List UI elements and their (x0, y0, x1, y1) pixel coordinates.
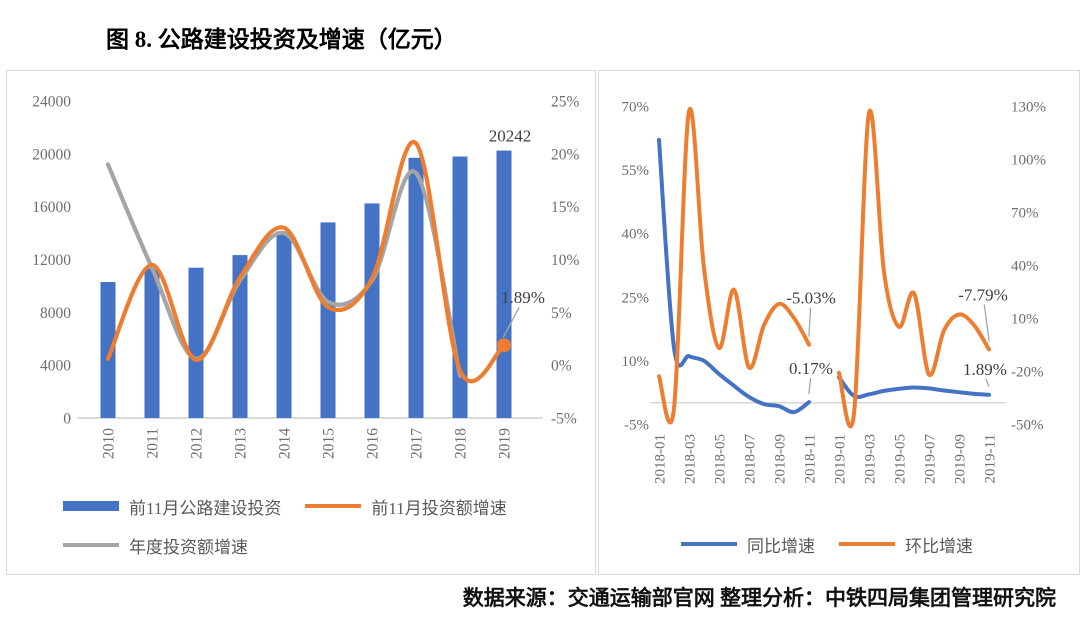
x-axis-tick: 2018 (453, 428, 470, 459)
y-axis-tick-left: 40% (622, 227, 650, 243)
annotation-leader (808, 378, 812, 395)
y-axis-tick-right: -50% (1011, 418, 1044, 434)
x-axis-tick: 2011 (145, 428, 162, 458)
x-axis-tick: 2012 (189, 428, 206, 459)
x-axis-tick: 2014 (277, 428, 294, 459)
y-axis-tick-left: 20000 (32, 146, 71, 163)
line-series (105, 139, 507, 384)
bar (100, 282, 116, 418)
y-axis-tick-left: 10% (622, 354, 650, 370)
legend-swatch-line (305, 504, 362, 508)
line-series (657, 106, 811, 425)
annotation-label: -7.79% (958, 285, 1008, 304)
bar (320, 222, 336, 418)
y-axis-tick-right: 0% (551, 358, 572, 375)
series-end-marker (497, 338, 511, 353)
legend-label: 同比增速 (747, 536, 815, 556)
y-axis-tick-right: 5% (551, 305, 572, 322)
y-axis-tick-right: 40% (1011, 259, 1039, 275)
line-series (657, 137, 811, 415)
bar (364, 203, 380, 418)
y-axis-tick-right: 70% (1011, 206, 1039, 222)
source-note: 数据来源：交通运输部官网 整理分析：中铁四局集团管理研究院 (462, 586, 1056, 610)
y-axis-tick-left: 0 (63, 411, 71, 428)
legend-swatch-line (63, 543, 119, 547)
x-axis-tick: 2010 (101, 428, 118, 459)
y-axis-tick-right: 25% (551, 94, 580, 111)
x-axis-tick: 2017 (409, 428, 426, 459)
y-axis-tick-right: 10% (1011, 312, 1039, 328)
y-axis-tick-right: 100% (1011, 153, 1046, 169)
annotation-label: -5.03% (786, 289, 836, 308)
bar (408, 157, 424, 419)
annotation-label: 20242 (489, 127, 532, 146)
right-chart-panel: 70% 55% 40% 25% 10% -5% 130% 100% 70% 40% 10% -20% -… (598, 70, 1080, 575)
legend-label: 前11月投资额增速 (371, 498, 507, 518)
x-axis-tick: 2016 (365, 428, 382, 459)
legend-row: 同比增速 环比增速 (681, 533, 997, 556)
y-axis-tick-left: 4000 (40, 358, 71, 375)
bar (144, 268, 160, 418)
y-axis-tick-left: 55% (622, 163, 650, 179)
line-series (105, 162, 463, 378)
x-axis-tick: 2018-05 (713, 434, 729, 484)
annotation-leader (983, 304, 990, 342)
y-axis-tick-left: 70% (622, 100, 650, 116)
legend-row: 年度投资额增速 (63, 534, 531, 557)
x-axis-tick: 2019-03 (863, 434, 879, 484)
x-axis-tick: 2013 (233, 428, 250, 459)
x-axis-tick: 2019-01 (833, 434, 849, 484)
y-axis-tick-left: 8000 (40, 305, 71, 322)
legend-swatch-line (681, 542, 737, 546)
legend-swatch-bar (63, 501, 119, 511)
x-axis-tick: 2019-07 (923, 434, 939, 484)
y-axis-tick-left: -5% (624, 418, 649, 434)
y-axis-tick-right: -20% (1011, 365, 1044, 381)
y-axis-tick-left: 16000 (32, 199, 71, 216)
line-series (837, 375, 991, 400)
bar (188, 267, 204, 418)
annotation-leader (808, 307, 812, 337)
legend-label: 环比增速 (905, 536, 973, 556)
x-axis-tick: 2019-11 (983, 434, 999, 483)
y-axis-tick-right: 15% (551, 199, 580, 216)
left-chart-legend: 前11月公路建设投资 前11月投资额增速年度投资额增速 (63, 495, 531, 573)
annotation-label: 1.89% (501, 288, 545, 307)
x-axis-tick: 2018-11 (803, 434, 819, 483)
annotation-label: 1.89% (963, 360, 1007, 379)
legend-label: 前11月公路建设投资 (129, 498, 282, 518)
x-axis-tick: 2018-07 (743, 434, 759, 484)
bar (496, 150, 512, 418)
left-chart-panel: 24000 20000 16000 12000 8000 4000 0 25% 20% 15% 10… (6, 70, 596, 575)
bar (276, 231, 292, 418)
x-axis-tick: 2019 (497, 428, 514, 459)
x-axis-tick: 2019-05 (893, 434, 909, 484)
x-axis-tick: 2015 (321, 428, 338, 459)
legend-swatch-line (839, 542, 895, 546)
figure-title: 图 8. 公路建设投资及增速（亿元） (106, 27, 457, 52)
annotation-leader (985, 378, 990, 388)
right-chart-svg: 70% 55% 40% 25% 10% -5% 130% 100% 70% 40% 10% -20% -… (622, 100, 1047, 485)
y-axis-tick-right: 130% (1011, 100, 1046, 116)
legend-row: 前11月公路建设投资 前11月投资额增速 (63, 495, 531, 518)
y-axis-tick-right: 10% (551, 252, 580, 269)
y-axis-tick-left: 24000 (32, 94, 71, 111)
y-axis-tick-left: 12000 (32, 252, 71, 269)
annotation-label: 0.17% (789, 359, 833, 378)
annotation-leader (502, 306, 520, 338)
y-axis-tick-left: 25% (622, 290, 650, 306)
x-axis-tick: 2019-09 (953, 434, 969, 484)
legend-label: 年度投资额增速 (129, 537, 248, 557)
right-chart-legend: 同比增速 环比增速 (599, 533, 1079, 572)
x-axis-tick: 2018-01 (653, 434, 669, 484)
bar (232, 255, 248, 418)
y-axis-tick-right: 20% (551, 146, 580, 163)
left-chart-svg: 24000 20000 16000 12000 8000 4000 0 25% 20% 15% 10… (32, 94, 580, 460)
x-axis-tick: 2018-09 (773, 434, 789, 484)
x-axis-tick: 2018-03 (683, 434, 699, 484)
y-axis-tick-right: -5% (551, 411, 577, 428)
line-series (837, 108, 991, 429)
